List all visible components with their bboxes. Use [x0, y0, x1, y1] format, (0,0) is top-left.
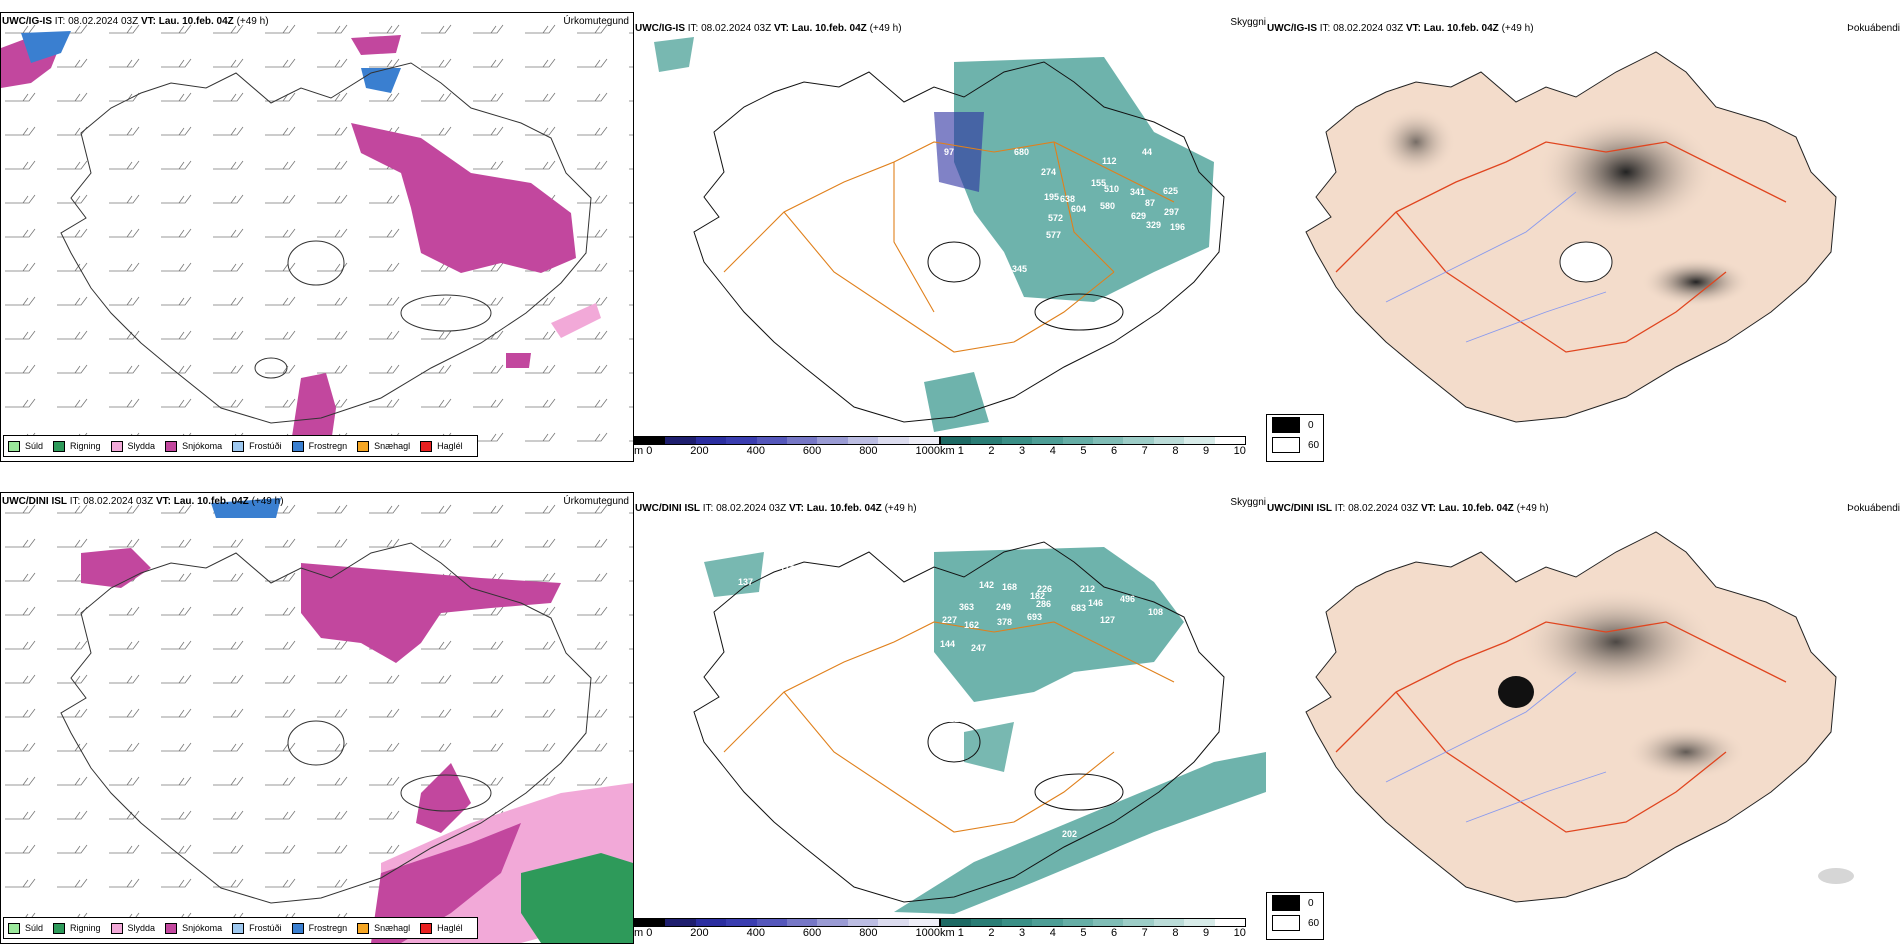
vis-label: 247 [971, 643, 986, 653]
vis-label: 146 [1088, 598, 1103, 608]
legend-item-frostudi: Frostúði [232, 440, 282, 452]
legend-item-sudl: Súld [8, 922, 43, 934]
fog-panel-bottom: UWC/DINI ISL IT: 08.02.2024 03Z VT: Lau.… [1266, 492, 1900, 944]
visibility-title-top: Skyggni [1230, 17, 1266, 28]
vis-label: 580 [1100, 201, 1115, 211]
legend-item-slydda: Slydda [110, 440, 155, 452]
vis-label: 137 [738, 577, 753, 587]
legend-item-rigning: Rigning [53, 922, 101, 934]
legend-item-slydda: Slydda [110, 922, 155, 934]
vis-label: 329 [1146, 220, 1161, 230]
precip-type-title-bottom: Úrkomutegund [563, 496, 629, 507]
legend-item-snaehagl: Snæhagl [357, 922, 410, 934]
vis-label: 182 [1030, 591, 1045, 601]
precip-legend-top: Súld Rigning Slydda Snjókoma Frostúði Fr… [3, 435, 478, 457]
vis-label: 629 [1131, 211, 1146, 221]
vis-scale-top: km 1 2 3 4 5 6 7 8 9 10 [940, 436, 1246, 460]
precip-map-top [1, 13, 633, 461]
vis-label: 297 [1164, 207, 1179, 217]
vis-label: 680 [1014, 147, 1029, 157]
vis-scale-bottom: km 1 2 3 4 5 6 7 8 9 10 [940, 918, 1246, 942]
vis-label: 127 [1100, 615, 1115, 625]
legend-item-snjokoma: Snjókoma [165, 922, 222, 934]
header-bottom-2: UWC/DINI ISL IT: 08.02.2024 03Z VT: Lau.… [635, 503, 917, 514]
vis-label: 212 [1080, 584, 1095, 594]
vis-label: 625 [1163, 186, 1178, 196]
vis-label: 196 [1170, 222, 1185, 232]
vis-label: 378 [997, 617, 1012, 627]
legend-item-frostregn: Frostregn [291, 922, 347, 934]
fog-map-top [1305, 51, 1837, 423]
precip-legend-bottom: Súld Rigning Slydda Snjókoma Frostúði Fr… [3, 917, 478, 939]
vis-label: 97 [944, 147, 954, 157]
vis-label: 162 [964, 620, 979, 630]
vis-label: 604 [1071, 204, 1086, 214]
header-bottom-3: UWC/DINI ISL IT: 08.02.2024 03Z VT: Lau.… [1267, 503, 1549, 514]
vis-label: 121 [944, 714, 959, 724]
vis-label: 345 [1012, 264, 1027, 274]
vis-label: 496 [1120, 594, 1135, 604]
vis-label: 572 [1048, 213, 1063, 223]
header-top-1: UWC/IG-IS IT: 08.02.2024 03Z VT: Lau. 10… [2, 16, 269, 27]
vis-label: 693 [1027, 612, 1042, 622]
header-top-2: UWC/IG-IS IT: 08.02.2024 03Z VT: Lau. 10… [635, 23, 902, 34]
legend-item-hagl: Haglél [420, 922, 463, 934]
vis-label: 683 [1071, 603, 1086, 613]
precip-type-title-top: Úrkomutegund [563, 16, 629, 27]
vis-label: 202 [1062, 829, 1077, 839]
precip-map-bottom [1, 493, 633, 943]
vis-label: 168 [1200, 888, 1215, 898]
vis-label: 227 [942, 615, 957, 625]
fog-map-bottom [1305, 531, 1854, 903]
legend-swatch [8, 440, 20, 452]
vis-label: 155 [1091, 178, 1106, 188]
fog-legend-top: 0 60 [1266, 414, 1324, 462]
vis-label: 638 [1060, 194, 1075, 204]
height-scale-bottom: m 0 200 400 600 800 1000 [634, 918, 940, 942]
fog-title-bottom: Þokuábendi [1847, 503, 1900, 514]
legend-item-snaehagl: Snæhagl [357, 440, 410, 452]
vis-label: 112 [1102, 156, 1117, 166]
legend-item-sudl: Súld [8, 440, 43, 452]
height-scale-top: m 0 200 400 600 800 1000 [634, 436, 940, 460]
vis-label: 144 [940, 639, 955, 649]
vis-label: 363 [959, 602, 974, 612]
vis-label: 44 [1142, 147, 1152, 157]
vis-label: 73 [1097, 302, 1107, 312]
vis-label: 226 [1037, 584, 1052, 594]
vis-label: 142 [979, 580, 994, 590]
fog-panel-top: UWC/IG-IS IT: 08.02.2024 03Z VT: Lau. 10… [1266, 12, 1900, 462]
vis-label: 274 [1041, 167, 1056, 177]
vis-label: 108 [1148, 607, 1163, 617]
precip-type-panel-top: UWC/IG-IS IT: 08.02.2024 03Z VT: Lau. 10… [0, 12, 634, 462]
fog-title-top: Þokuábendi [1847, 23, 1900, 34]
fog-legend-bottom: 0 60 [1266, 892, 1324, 940]
height-scale-unit: m [634, 445, 644, 457]
header-bottom-1: UWC/DINI ISL IT: 08.02.2024 03Z VT: Lau.… [2, 496, 284, 507]
legend-item-frostudi: Frostúði [232, 922, 282, 934]
vis-label: 577 [1046, 230, 1061, 240]
vis-label: 341 [1130, 187, 1145, 197]
visibility-panel-top: 680 274 112 44 155 510 341 625 195 638 6… [634, 12, 1266, 462]
vis-label: 195 [1044, 192, 1059, 202]
visibility-map-top: 680 274 112 44 155 510 341 625 195 638 6… [654, 37, 1225, 432]
visibility-panel-bottom: 117 137 142 168 226 212 363 182 249 146 … [634, 492, 1266, 944]
vis-label: 168 [1002, 582, 1017, 592]
precip-type-panel-bottom: UWC/DINI ISL IT: 08.02.2024 03Z VT: Lau.… [0, 492, 634, 944]
legend-item-frostregn: Frostregn [291, 440, 347, 452]
vis-label: 510 [1104, 184, 1119, 194]
legend-item-rigning: Rigning [53, 440, 101, 452]
header-top-3: UWC/IG-IS IT: 08.02.2024 03Z VT: Lau. 10… [1267, 23, 1534, 34]
visibility-title-bottom: Skyggni [1230, 497, 1266, 508]
vis-label: 286 [1036, 599, 1051, 609]
vis-label: 117 [780, 564, 795, 574]
vis-label: 87 [1145, 198, 1155, 208]
legend-item-snjokoma: Snjókoma [165, 440, 222, 452]
vis-label: 249 [996, 602, 1011, 612]
visibility-map-bottom: 117 137 142 168 226 212 363 182 249 146 … [693, 541, 1266, 914]
legend-item-hagl: Haglél [420, 440, 463, 452]
